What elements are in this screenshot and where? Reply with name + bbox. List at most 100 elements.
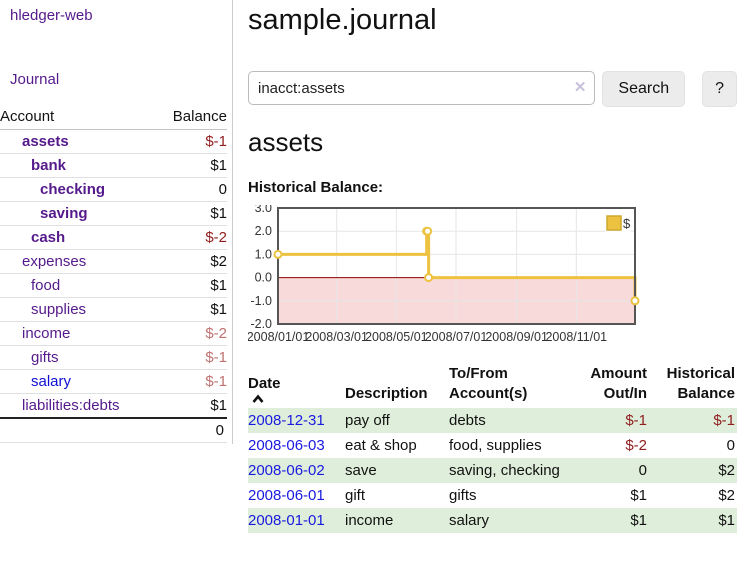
register-cell: $-2 [625,437,647,454]
accounts-table: Account Balance assets $-1 bank $1 checking 0… [0,105,227,443]
register-row: 2008-06-02 save saving, checking 0 $2 [248,458,737,483]
transaction-date-link[interactable]: 2008-06-02 [248,462,325,479]
transaction-date-link[interactable]: 2008-06-01 [248,487,325,504]
account-link-salary[interactable]: salary [31,372,72,390]
account-link-expenses[interactable]: expenses [22,252,87,270]
svg-text:1.0: 1.0 [255,247,272,261]
account-row: assets $-1 [0,129,227,153]
register-cell: saving, checking [449,462,560,479]
accounts-header-row: Account Balance [0,105,227,129]
account-heading: assets [248,127,324,157]
register-cell: $2 [718,462,735,479]
accounts-header-account: Account [0,108,55,126]
register-cell: salary [449,512,490,529]
register-cell: income [345,512,394,529]
account-balance: $1 [210,396,227,414]
register-cell: food, supplies [449,437,542,454]
register-cell: save [345,462,377,479]
account-balance: $2 [210,252,227,270]
register-cell: gifts [449,487,477,504]
register-header-description: Description [345,385,428,402]
sort-ascending-icon [252,394,264,403]
register-row: 2008-06-03 eat & shop food, supplies $-2 0 [248,433,737,458]
svg-text:3.0: 3.0 [255,205,272,215]
sidebar: hledger-web Journal Account Balance asse… [0,0,232,443]
svg-text:2008/09/01: 2008/09/01 [485,330,548,344]
account-row: bank $1 [0,153,227,177]
svg-text:2008/03/01: 2008/03/01 [305,330,368,344]
account-balance: $1 [210,300,227,318]
account-balance: $1 [210,156,227,174]
transaction-date-link[interactable]: 2008-12-31 [248,412,325,429]
svg-text:0.0: 0.0 [255,271,272,285]
search-input[interactable] [248,71,596,105]
register-table-body: 2008-12-31 pay off debts $-1 $-1 2008-06-03 ea… [248,408,737,533]
account-row: food $1 [0,273,227,297]
account-link-food[interactable]: food [31,276,61,294]
register-table: Date Description To/From Account(s) Amou… [248,362,737,533]
app-title-link[interactable]: hledger-web [10,7,93,24]
account-row: gifts $-1 [0,345,227,369]
page-title: sample.journal [248,4,437,36]
sidebar-item-journal[interactable]: Journal [10,71,60,88]
account-balance: $-1 [205,132,227,150]
register-cell: debts [449,412,486,429]
account-link-liabilities-debts[interactable]: liabilities:debts [22,396,120,414]
account-row: liabilities:debts $1 [0,393,227,418]
accounts-total-row: 0 [0,417,227,442]
account-link-bank[interactable]: bank [31,156,67,174]
register-cell: $1 [718,512,735,529]
register-header-date[interactable]: Date [248,362,345,408]
register-cell: $-1 [713,412,735,429]
register-cell: gift [345,487,366,504]
account-row: checking 0 [0,177,227,201]
account-link-supplies[interactable]: supplies [31,300,87,318]
account-link-checking[interactable]: checking [40,180,106,198]
account-row: supplies $1 [0,297,227,321]
register-header-accounts: To/From Account(s) [449,365,528,402]
search-form: ✕ Search ? [248,71,737,107]
svg-text:2008/11/01: 2008/11/01 [545,330,607,344]
account-link-cash[interactable]: cash [31,228,66,246]
accounts-table-body: assets $-1 bank $1 checking 0 saving $1 cash $-2 e… [0,129,227,418]
account-link-gifts[interactable]: gifts [31,348,59,366]
register-cell: 0 [638,462,647,479]
account-balance: $-1 [205,372,227,390]
account-link-assets[interactable]: assets [22,132,69,150]
clear-search-icon[interactable]: ✕ [573,79,587,96]
help-button[interactable]: ? [702,71,737,107]
account-balance: $-2 [205,228,227,246]
search-button[interactable]: Search [602,71,686,107]
register-cell: pay off [345,412,390,429]
svg-text:2008/05/01: 2008/05/01 [365,330,428,344]
register-header-amount: Amount Out/In [590,365,647,402]
account-balance: $1 [210,276,227,294]
account-row: income $-2 [0,321,227,345]
accounts-header-balance: Balance [172,108,227,126]
account-link-income[interactable]: income [22,324,71,342]
transaction-date-link[interactable]: 2008-06-03 [248,437,325,454]
svg-text:-2.0: -2.0 [250,317,272,331]
account-balance: $-1 [205,348,227,366]
account-row: cash $-2 [0,225,227,249]
account-row: expenses $2 [0,249,227,273]
svg-text:$: $ [623,216,631,231]
svg-text:2008/01/01: 2008/01/01 [248,330,309,344]
register-header-row: Date Description To/From Account(s) Amou… [248,362,737,408]
transaction-date-link[interactable]: 2008-01-01 [248,512,325,529]
register-cell: $2 [718,487,735,504]
account-link-saving[interactable]: saving [40,204,88,222]
register-row: 2008-06-01 gift gifts $1 $2 [248,483,737,508]
chart-title: Historical Balance: [248,179,384,196]
svg-text:-1.0: -1.0 [250,294,272,308]
account-balance: $1 [210,204,227,222]
historical-balance-chart: $3.0 2.0 1.0 0.0 -1.0 -2.0 2008/01/01 2008/03/0… [248,205,737,345]
svg-text:2.0: 2.0 [255,224,272,238]
account-row: saving $1 [0,201,227,225]
main-content: sample.journal ✕ Search ? assets Histori… [248,0,737,533]
account-row: salary $-1 [0,369,227,393]
account-balance: $-2 [205,324,227,342]
register-cell: $1 [630,487,647,504]
register-row: 2008-01-01 income salary $1 $1 [248,508,737,533]
